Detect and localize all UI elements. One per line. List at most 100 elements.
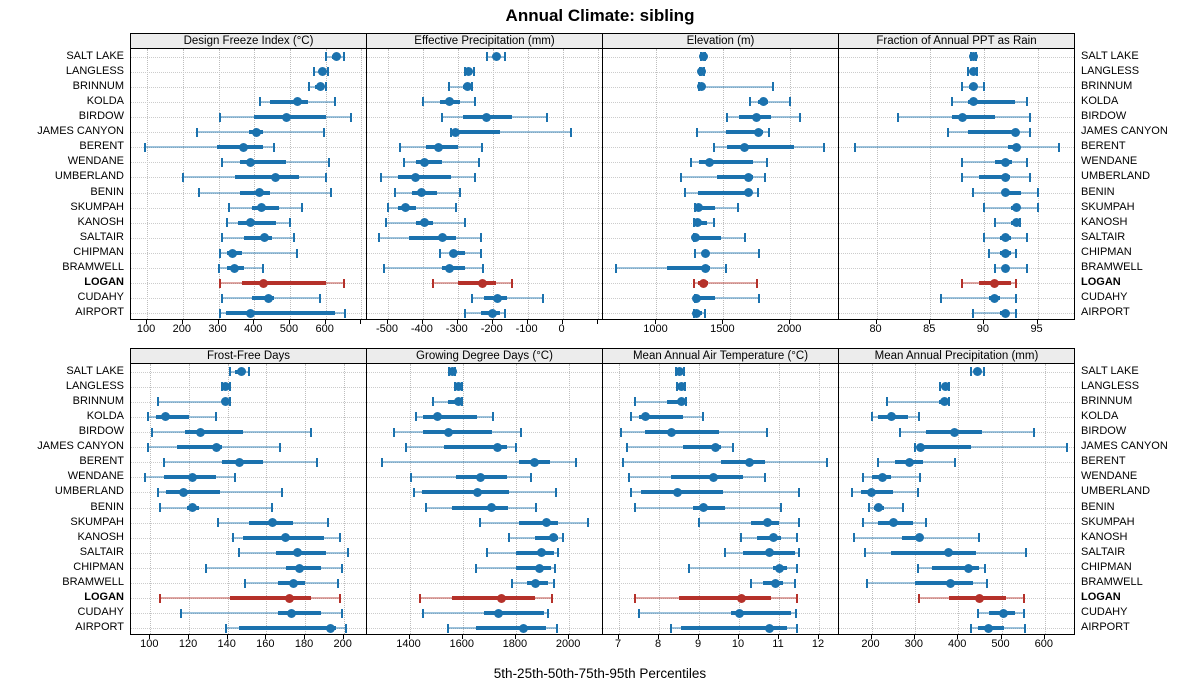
axis-tick-label: 85 [923,323,936,335]
gridline-horizontal [603,207,838,209]
axis-tick [456,320,458,324]
gridline-horizontal [367,568,602,569]
gridline-horizontal [131,56,366,58]
station-label-kanosh: KANOSH [1081,215,1128,228]
gridline-horizontal [131,298,366,300]
axis-tick [181,320,183,324]
median-dot-berent [530,457,540,467]
station-label-cudahy: CUDAHY [77,291,124,304]
whisker-cap [404,442,407,452]
station-label-wendane: WENDANE [67,155,124,168]
whisker-range-25-75 [891,550,976,555]
gridline-horizontal [603,147,838,149]
station-label-skumpah: SKUMPAH [70,200,124,213]
panel-elevation-m [602,48,839,320]
whisker-cap [244,578,247,588]
whisker-cap [447,623,450,633]
whisker-cap [877,457,879,467]
gridline-horizontal [367,583,602,585]
median-dot-saltair [944,548,954,558]
figure-caption: 5th-25th-50th-75th-95th Percentiles [493,666,707,681]
median-dot-brinnum [453,397,463,407]
whisker-cap [939,293,942,303]
whisker-cap [1025,548,1028,558]
axis-tick [818,635,819,639]
median-dot-chipman [535,563,545,573]
gridline-horizontal [131,447,366,449]
median-dot-saltair [536,548,546,558]
axis-tick-label: 500 [991,638,1010,650]
gridline-vertical [305,364,307,634]
whisker-cap [615,263,618,273]
whisker-cap [550,593,553,603]
whisker-range-25-75 [450,251,465,255]
whisker-range-5-95 [160,506,273,509]
whisker-cap [670,623,672,633]
station-label-airport: AIRPORT [75,306,124,319]
median-dot-saltair [1000,233,1010,243]
gridline-horizontal [367,552,602,554]
whisker-cap [217,518,220,528]
whisker-cap [692,278,695,288]
median-dot-james-canyon [1010,127,1020,137]
median-dot-airport [519,623,529,633]
axis-tick [514,635,516,639]
gridline-vertical [699,364,700,634]
whisker-cap [147,412,150,422]
whisker-cap [344,623,347,633]
whisker-cap [162,457,165,467]
gridline-vertical [150,364,152,634]
gridline-horizontal [603,583,838,585]
gridline-horizontal [603,132,838,134]
whisker-cap [630,487,632,497]
axis-tick-label: 200 [333,638,352,650]
whisker-range-25-75 [716,175,753,180]
whisker-range-25-75 [453,130,500,135]
gridline-horizontal [367,253,602,254]
gridline-horizontal [839,147,1074,149]
median-dot-kanosh [548,533,558,543]
whisker-cap [542,293,545,303]
whisker-cap [258,97,261,107]
median-dot-umberland [271,172,281,182]
whisker-cap [439,248,442,258]
whisker-range-25-75 [860,490,894,495]
median-dot-bramwell [770,578,780,588]
median-dot-airport [246,308,256,318]
median-dot-birdow [443,427,453,437]
whisker-range-25-75 [185,430,244,434]
median-dot-brinnum [676,397,686,407]
station-label-salt-lake: SALT LAKE [66,49,124,62]
gridline-horizontal [839,462,1074,464]
median-dot-chipman [774,563,784,573]
whisker-cap [313,67,316,77]
station-label-brinnum: BRINNUM [1081,394,1133,407]
whisker-cap [288,218,291,228]
whisker-cap [219,248,222,258]
whisker-cap [343,52,346,62]
station-label-james-canyon: JAMES CANYON [37,440,124,453]
whisker-cap [479,518,481,528]
whisker-cap [455,203,458,213]
whisker-cap [534,503,537,513]
whisker-range-25-75 [238,220,276,225]
axis-tick [360,320,362,324]
gridline-vertical [739,364,740,634]
station-label-cudahy: CUDAHY [77,606,124,619]
gridline-horizontal [839,401,1074,403]
whisker-cap [327,67,330,77]
panel-fraction-of-annual-ppt-as-rain [838,48,1075,320]
gridline-horizontal [367,522,602,524]
whisker-cap [221,233,224,243]
axis-tick [288,320,290,324]
station-label-birdow: BIRDOW [78,110,124,122]
whisker-cap [950,97,953,107]
whisker-cap [866,578,869,588]
whisker-cap [794,578,796,588]
axis-tick [655,320,657,324]
whisker-range-5-95 [381,461,576,464]
whisker-cap [919,472,922,482]
whisker-cap [238,548,241,558]
whisker-cap [1015,293,1018,303]
whisker-cap [743,233,746,243]
